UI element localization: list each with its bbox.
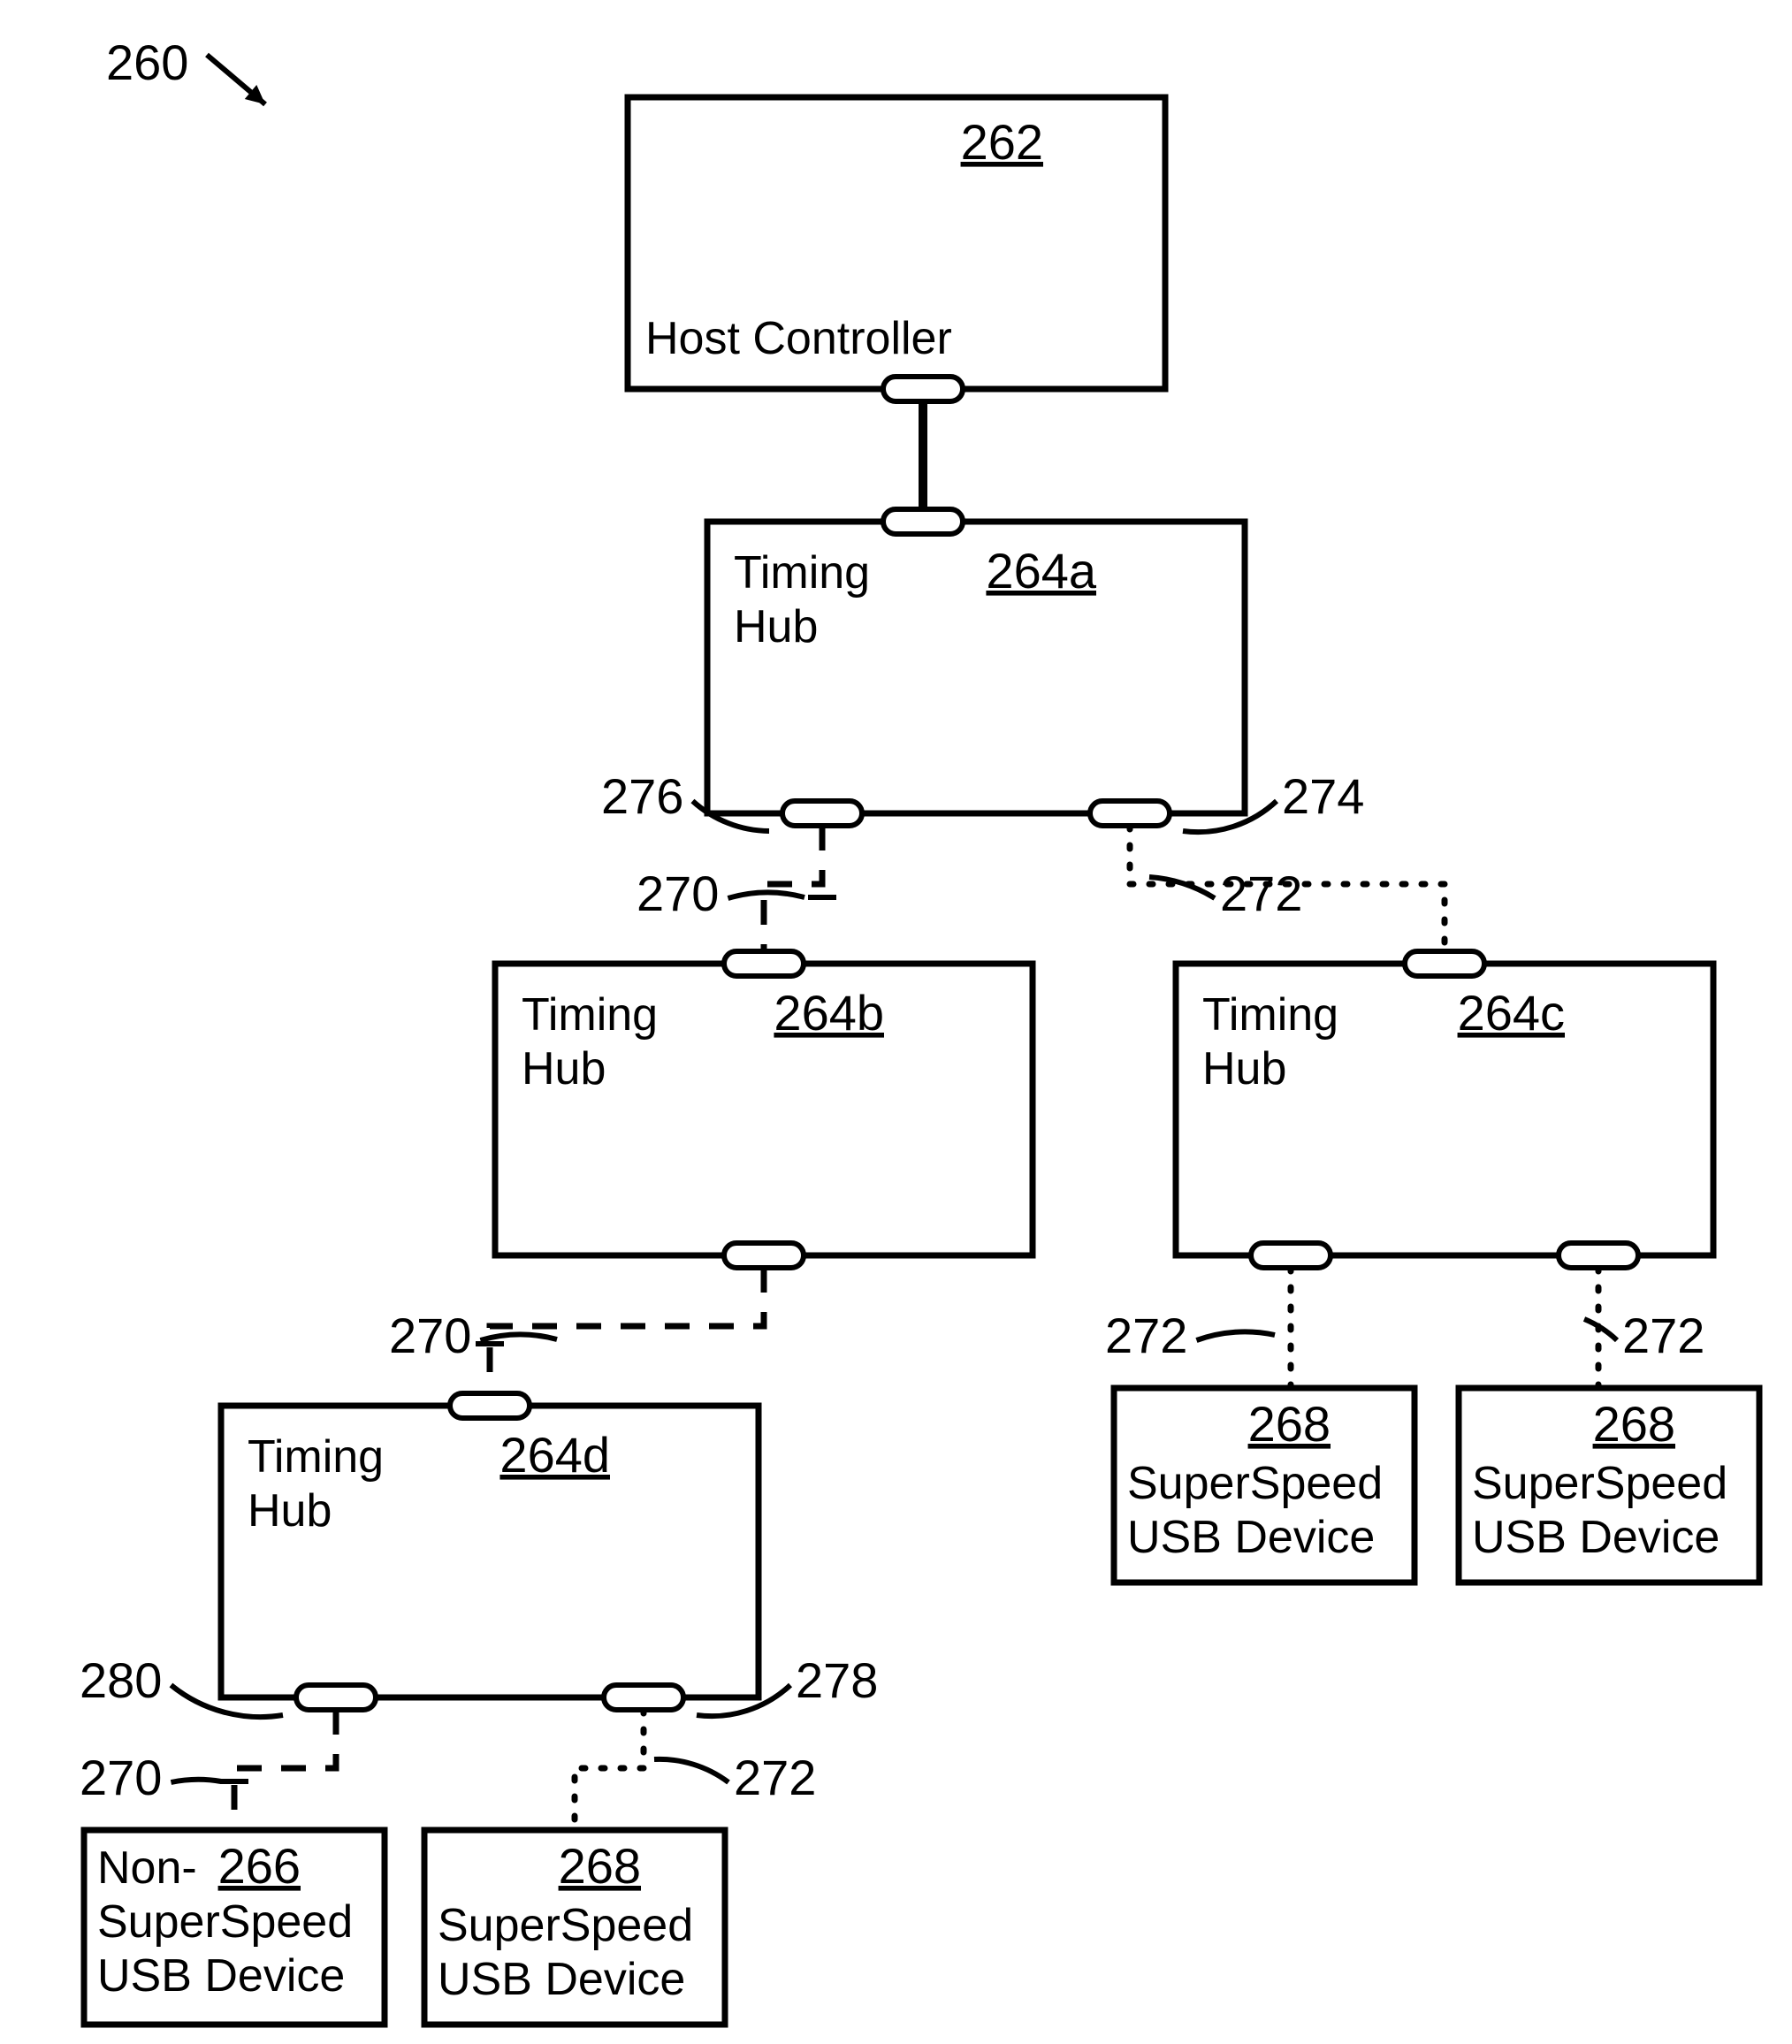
leader-272-6 (1584, 1319, 1617, 1340)
callout-270-9: 270 (80, 1750, 162, 1805)
leader-272-3 (1149, 877, 1215, 898)
ref-dev_268_l: 268 (559, 1838, 641, 1894)
port-host_p (883, 377, 963, 401)
figure-ref: 260 (106, 34, 188, 90)
callout-270-2: 270 (637, 866, 719, 921)
conn-hub_d_bl-dev_266 (234, 1710, 336, 1830)
label-host: Host Controller (645, 313, 952, 364)
port-hub_d_top (450, 1393, 530, 1418)
callout-272-5: 272 (1105, 1308, 1187, 1363)
callout-276-0: 276 (601, 768, 683, 824)
conn-hub_b_b-hub_d_top (490, 1268, 764, 1393)
ref-host: 262 (961, 114, 1043, 170)
conn-hub_a_bl-hub_b_top (764, 826, 822, 951)
port-hub_a_top (883, 509, 963, 534)
ref-hub_c: 264c (1458, 985, 1565, 1041)
port-hub_c_br (1559, 1243, 1638, 1268)
ref-dev_266: 266 (218, 1838, 301, 1894)
port-hub_c_top (1405, 951, 1484, 976)
callout-280-7: 280 (80, 1652, 162, 1708)
leader-270-9 (171, 1780, 221, 1782)
leader-270-4 (480, 1335, 557, 1340)
callout-278-8: 278 (796, 1652, 878, 1708)
leader-272-10 (654, 1759, 728, 1782)
port-hub_d_bl (296, 1685, 376, 1710)
usb-topology-diagram: Host Controller262TimingHub264aTimingHub… (0, 0, 1792, 2044)
ref-hub_d: 264d (499, 1427, 610, 1483)
leader-270-2 (728, 893, 804, 898)
callout-270-4: 270 (389, 1308, 471, 1363)
ref-dev_268_c: 268 (1248, 1396, 1331, 1452)
callout-272-3: 272 (1220, 866, 1302, 921)
callout-274-1: 274 (1282, 768, 1364, 824)
port-hub_a_bl (782, 801, 862, 826)
port-hub_a_br (1090, 801, 1170, 826)
callout-272-10: 272 (734, 1750, 816, 1805)
port-hub_c_bl (1251, 1243, 1331, 1268)
callout-272-6: 272 (1622, 1308, 1704, 1363)
port-hub_b_b (724, 1243, 804, 1268)
ref-dev_268_r: 268 (1593, 1396, 1675, 1452)
port-hub_b_top (724, 951, 804, 976)
ref-hub_b: 264b (774, 985, 884, 1041)
port-hub_d_br (604, 1685, 683, 1710)
leader-272-5 (1196, 1331, 1275, 1340)
ref-hub_a: 264a (986, 543, 1096, 599)
conn-hub_d_br-dev_268_l (575, 1710, 644, 1830)
